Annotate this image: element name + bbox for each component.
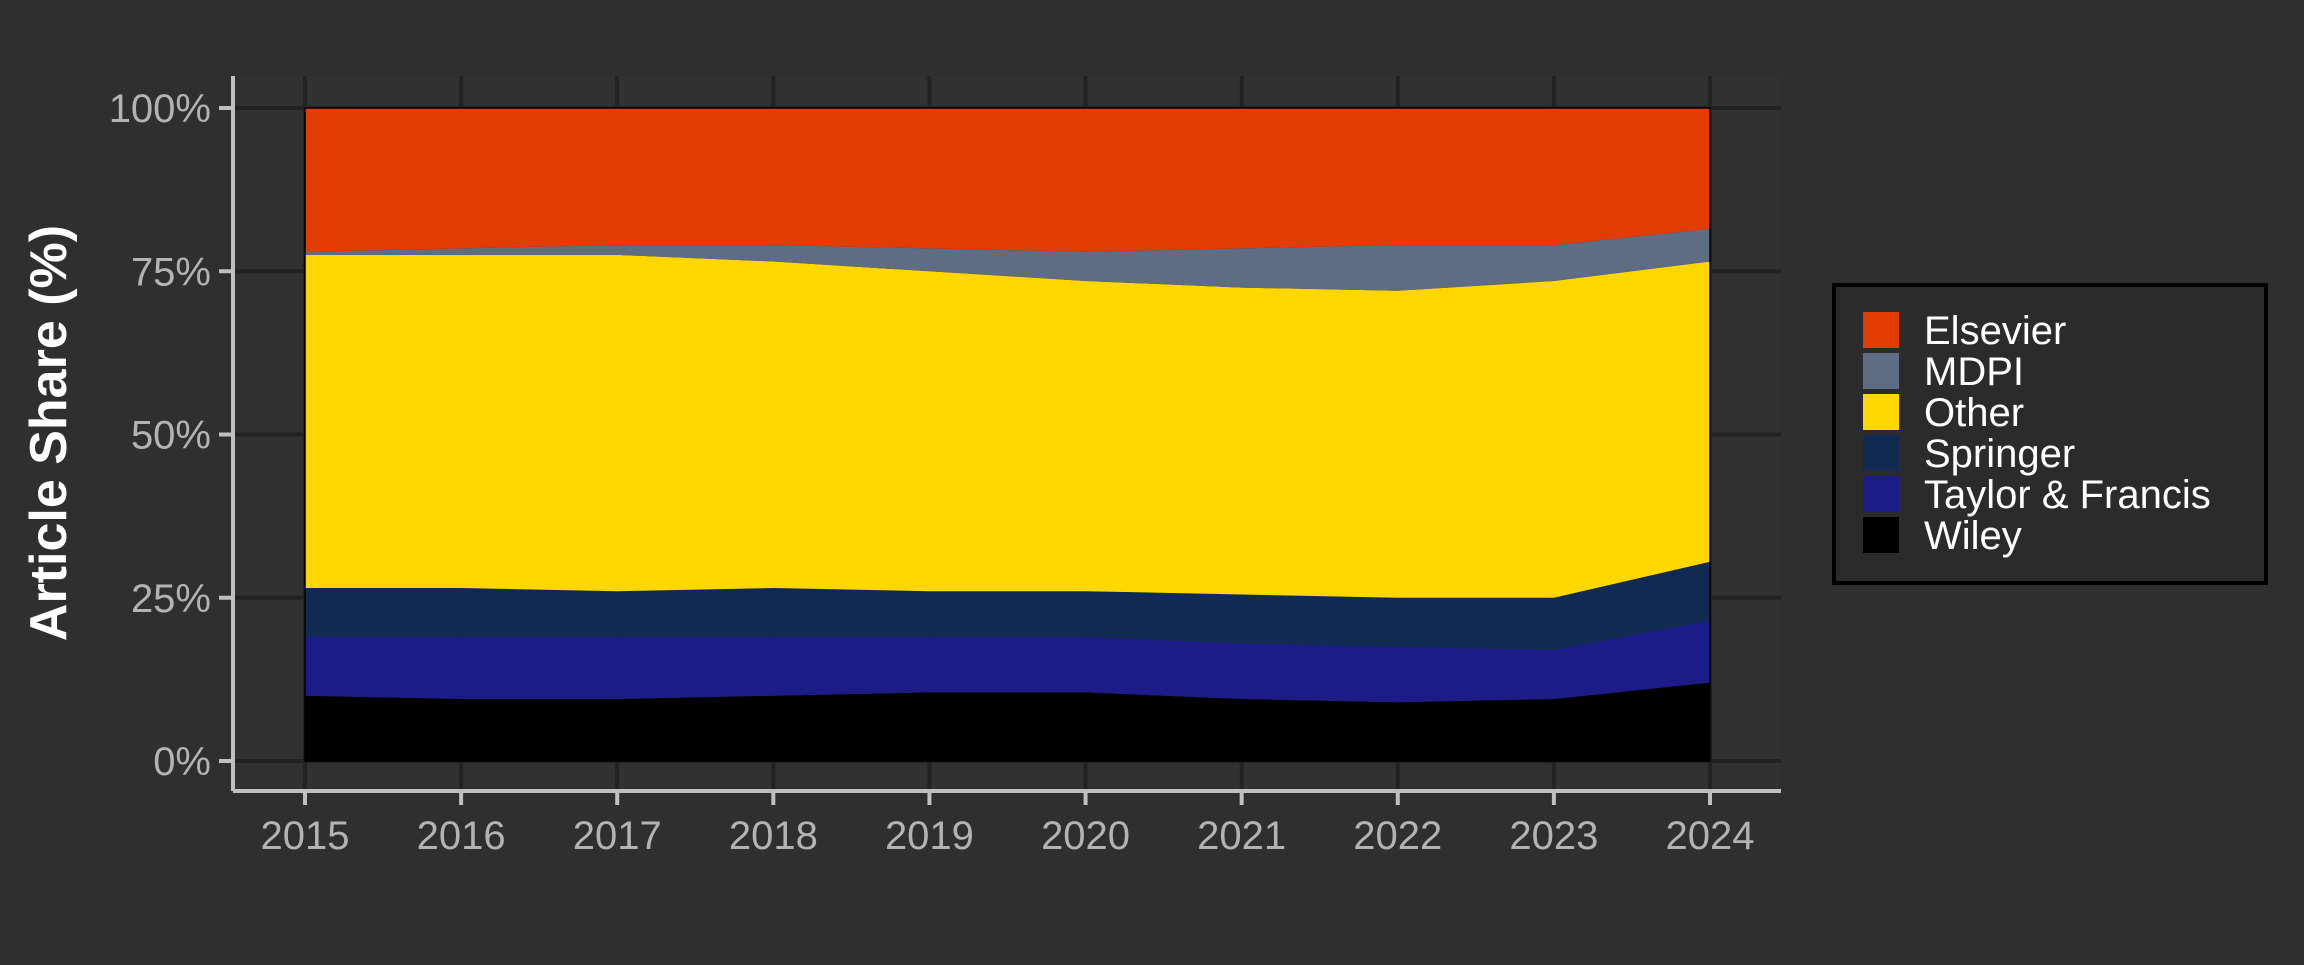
x-tick-label: 2016: [417, 814, 506, 858]
legend-label-wiley: Wiley: [1924, 514, 2022, 558]
x-tick-label: 2017: [573, 814, 662, 858]
legend-key-springer: [1863, 435, 1899, 471]
x-tick-label: 2019: [885, 814, 974, 858]
legend-label-mdpi: MDPI: [1924, 350, 2024, 394]
y-tick-label: 0%: [153, 740, 211, 784]
legend-label-taylor-francis: Taylor & Francis: [1924, 473, 2211, 517]
legend-key-elsevier: [1863, 312, 1899, 348]
x-tick-label: 2024: [1666, 814, 1755, 858]
legend-key-other: [1863, 394, 1899, 430]
area-mdpi: [305, 228, 1710, 291]
x-tick-label: 2023: [1509, 814, 1598, 858]
y-tick-label: 50%: [131, 414, 211, 458]
area-outline: [304, 107, 1711, 762]
legend-label-other: Other: [1924, 391, 2024, 435]
legend-box: [1832, 283, 2268, 585]
legend-key-taylor-francis: [1863, 476, 1899, 512]
y-axis-title: Article Share (%): [20, 225, 78, 641]
x-tick-label: 2015: [261, 814, 350, 858]
legend-label-springer: Springer: [1924, 432, 2075, 476]
area-springer: [305, 561, 1710, 650]
y-tick-label: 25%: [131, 577, 211, 621]
area-other: [305, 254, 1710, 598]
y-tick-label: 75%: [131, 250, 211, 294]
legend-key-mdpi: [1863, 353, 1899, 389]
x-tick-label: 2018: [729, 814, 818, 858]
area-series: [304, 107, 1711, 762]
legend-label-elsevier: Elsevier: [1924, 309, 2066, 353]
axes: 0% 25% 50% 75% 100% 2015 2016 2017 2018 2019 2020 2…: [109, 76, 1781, 858]
x-tick-label: 2021: [1197, 814, 1286, 858]
area-taylor-francis: [305, 620, 1710, 703]
x-tick-label: 2022: [1353, 814, 1442, 858]
x-tick-label: 2020: [1041, 814, 1130, 858]
area-wiley: [305, 682, 1710, 761]
legend-key-wiley: [1863, 517, 1899, 553]
y-tick-label: 100%: [109, 87, 211, 131]
area-elsevier: [305, 108, 1710, 252]
